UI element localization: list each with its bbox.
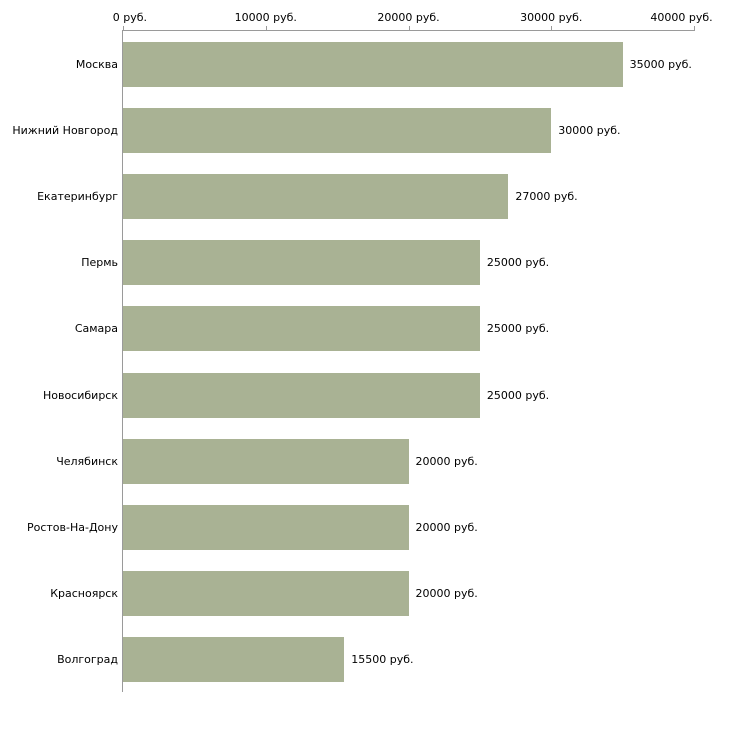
bar <box>123 372 480 418</box>
bar-row: Нижний Новгород 30000 руб. <box>12 97 694 163</box>
bar <box>123 41 623 87</box>
bar <box>123 107 552 153</box>
category-label: Красноярск <box>50 587 118 601</box>
value-label: 25000 руб. <box>486 388 550 402</box>
x-axis-tick-label: 30000 руб. <box>520 11 583 24</box>
value-label: 20000 руб. <box>415 454 478 468</box>
bar-row: Красноярск 20000 руб. <box>50 561 694 627</box>
bar <box>123 637 345 683</box>
value-label: 20000 руб. <box>415 520 478 534</box>
category-label: Нижний Новгород <box>12 123 118 137</box>
value-label: 25000 руб. <box>486 322 550 336</box>
category-label: Москва <box>75 57 118 71</box>
category-label: Екатеринбург <box>37 189 118 203</box>
value-label: 20000 руб. <box>415 587 478 601</box>
bar <box>123 173 509 219</box>
value-label: 35000 руб. <box>629 57 692 71</box>
bar-row: Челябинск 20000 руб. <box>56 428 694 494</box>
x-axis-tick-label: 40000 руб. <box>650 11 713 24</box>
x-axis-tick <box>123 26 124 31</box>
bar <box>123 571 409 617</box>
x-axis-tick-label: 0 руб. <box>112 11 147 24</box>
x-axis-tick-label: 10000 руб. <box>234 11 297 24</box>
value-label: 25000 руб. <box>486 256 550 270</box>
plot-area: 0 руб. 10000 руб. 20000 руб. 30000 руб. 4000… <box>12 11 713 693</box>
category-label: Самара <box>74 322 118 336</box>
x-axis-tick <box>408 26 410 31</box>
bar-row: Екатеринбург 27000 руб. <box>37 163 694 229</box>
category-label: Волгоград <box>57 653 118 667</box>
category-label: Новосибирск <box>42 388 118 402</box>
x-axis-tick <box>694 26 695 31</box>
value-label: 15500 руб. <box>351 653 414 667</box>
value-label: 30000 руб. <box>558 123 621 137</box>
value-label: 27000 руб. <box>515 189 578 203</box>
category-label: Ростов-На-Дону <box>26 520 118 534</box>
bar-row: Волгоград 15500 руб. <box>57 627 694 693</box>
bar <box>123 240 480 286</box>
bar-row: Ростов-На-Дону 20000 руб. <box>27 494 694 560</box>
bar <box>123 306 480 352</box>
category-label: Пермь <box>81 256 118 270</box>
bar <box>123 504 409 550</box>
bar <box>123 438 409 484</box>
x-axis-tick <box>551 26 553 31</box>
x-axis-tick <box>265 26 267 31</box>
bar-row: Москва 35000 руб. <box>76 31 694 97</box>
bar-row: Новосибирск 25000 руб. <box>43 362 694 428</box>
category-label: Челябинск <box>56 454 118 468</box>
x-axis-tick-label: 20000 руб. <box>377 11 440 24</box>
bar-row: Пермь 25000 руб. <box>81 230 694 296</box>
bar-row: Самара 25000 руб. <box>75 296 694 362</box>
